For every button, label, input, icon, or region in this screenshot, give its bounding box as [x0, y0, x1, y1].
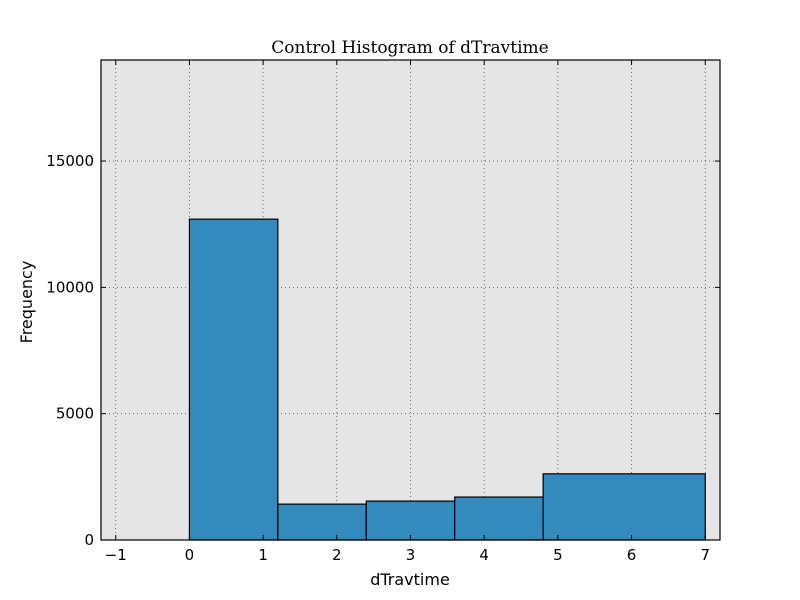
histogram-bar-2: [365, 500, 456, 541]
x-tick-label: −1: [105, 546, 127, 564]
histogram-bar-0: [188, 218, 279, 541]
y-tick-label: 5000: [56, 405, 94, 423]
histogram-bar-3: [454, 496, 544, 541]
y-tick-label: 10000: [46, 278, 94, 296]
x-tick-label: 3: [406, 546, 416, 564]
x-tick-label: 5: [553, 546, 563, 564]
histogram-bars: [188, 218, 706, 541]
x-tick-label: 0: [185, 546, 195, 564]
histogram-bar-4: [542, 473, 706, 541]
histogram-bar-1: [277, 503, 367, 541]
y-tick-label: 0: [84, 531, 94, 549]
x-tick-label: 4: [479, 546, 489, 564]
y-axis-label: Frequency: [17, 261, 36, 344]
y-tick-label: 15000: [46, 152, 94, 170]
x-tick-labels: −1 0 1 2 3 4 5 6 7: [105, 546, 710, 564]
x-tick-label: 6: [627, 546, 637, 564]
x-tick-label: 1: [258, 546, 268, 564]
axis-ticks: [101, 60, 720, 541]
chart-title: Control Histogram of dTravtime: [271, 38, 548, 58]
x-tick-label: 7: [700, 546, 710, 564]
x-tick-label: 2: [332, 546, 342, 564]
y-tick-labels: 0 5000 10000 15000: [46, 152, 94, 549]
x-axis-label: dTravtime: [370, 570, 450, 589]
